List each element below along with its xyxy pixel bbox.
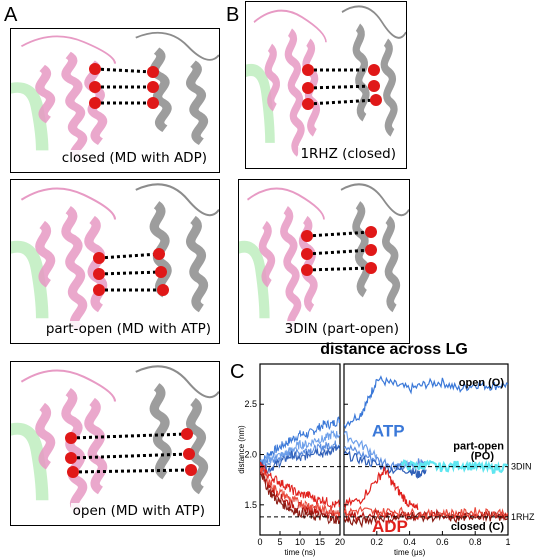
series-line-us-0: [344, 375, 508, 430]
structure-panel-1rhz: 1RHZ (closed): [245, 1, 407, 169]
x-tick-label: 0.4: [403, 537, 416, 547]
reference-line-label: 1RHZ: [511, 512, 535, 522]
panel-letter-b: B: [226, 4, 240, 26]
structure-panel-closed-md-adp: closed (MD with ADP): [10, 28, 220, 173]
x-tick-label: 0: [257, 537, 262, 547]
distance-markers: [93, 248, 169, 296]
x-tick-label: 1: [505, 537, 510, 547]
structure-panel-partopen-md-atp: part-open (MD with ATP): [10, 179, 220, 344]
annotation-adp: ADP: [372, 517, 408, 536]
annotation-po: (PO): [471, 451, 495, 463]
distance-markers: [301, 226, 377, 276]
series-line-us-7: [344, 510, 508, 529]
panel-letter-c: C: [230, 361, 245, 383]
series-line-us-5: [344, 466, 419, 510]
distance-markers: [89, 63, 159, 109]
x-tick-label: 0.6: [436, 537, 449, 547]
y-tick-label: 2.5: [244, 399, 257, 409]
series-line-ns-7: [260, 472, 340, 525]
y-tick-label: 2.0: [244, 450, 257, 460]
structure-caption: 1RHZ (closed): [298, 146, 398, 162]
structure-caption: open (MD with ATP): [70, 503, 207, 519]
structure-panel-3din: 3DIN (part-open): [238, 179, 410, 344]
series-line-us-3: [344, 430, 378, 459]
annotation-closed: closed (C): [451, 521, 505, 533]
series-line-ns-2: [260, 444, 340, 475]
series-line-ns-0: [260, 416, 340, 469]
y-tick-label: 1.5: [244, 500, 257, 510]
series-line-us-8: [344, 505, 508, 520]
structure-caption: closed (MD with ADP): [59, 150, 209, 166]
protein-structure-illustration: [11, 365, 219, 514]
annotation-open: open (O): [459, 377, 505, 389]
series-line-us-4: [400, 459, 508, 474]
annotation-part-open: part-open: [453, 441, 504, 453]
structure-caption: 3DIN (part-open): [282, 321, 401, 337]
x-axis-label-us: time (μs): [394, 548, 426, 557]
x-tick-label: 0.8: [469, 537, 482, 547]
x-tick-label: 5: [277, 537, 282, 547]
x-tick-label: 15: [315, 537, 325, 547]
x-tick-label: 0.2: [371, 537, 384, 547]
distance-chart: distance across LG 3DIN 1RHZ 1.5 2.0 2.5 dist…: [237, 341, 535, 557]
series-line-us-2: [344, 450, 427, 480]
distance-markers: [65, 428, 197, 478]
structure-caption: part-open (MD with ATP): [43, 321, 213, 337]
annotation-atp: ATP: [372, 421, 405, 440]
x-tick-label: 20: [335, 537, 345, 547]
chart-title: distance across LG: [320, 341, 468, 358]
x-axis-label-ns: time (ns): [284, 548, 315, 557]
series-line-ns-3: [260, 429, 340, 466]
distance-markers: [302, 64, 382, 110]
series-line-ns-8: [260, 465, 340, 517]
panel-letter-a: A: [4, 4, 18, 26]
reference-line-label: 3DIN: [511, 462, 532, 472]
y-axis-label: distance (nm): [237, 425, 246, 474]
structure-panel-open-md-atp: open (MD with ATP): [10, 361, 220, 526]
right-panel-frame: [343, 363, 509, 536]
x-tick-label: 10: [295, 537, 305, 547]
series-line-ns-5: [260, 461, 340, 510]
series-line-ns-1: [260, 440, 340, 469]
